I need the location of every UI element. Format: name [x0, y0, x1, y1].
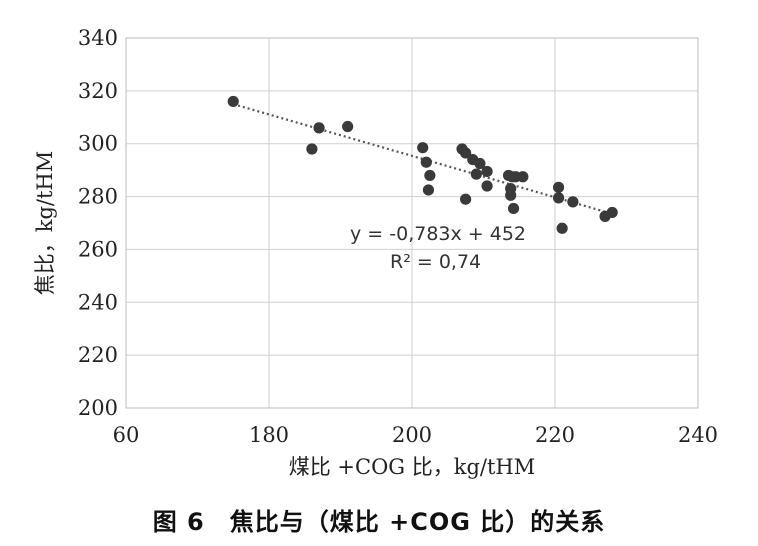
figure-caption: 图 6 焦比与（煤比 +COG 比）的关系	[0, 502, 758, 537]
data-point	[417, 142, 428, 153]
x-tick-label: 180	[249, 423, 289, 447]
y-axis: 200 220 240 260 280 300 320 340	[78, 26, 118, 420]
data-point	[553, 182, 564, 193]
x-axis: 60 180 200 220 240	[113, 423, 718, 447]
y-tick-label: 340	[78, 26, 118, 50]
x-tick-label: 200	[392, 423, 432, 447]
data-point	[505, 190, 516, 201]
x-tick-label: 240	[678, 423, 718, 447]
data-point	[424, 170, 435, 181]
data-point	[313, 122, 324, 133]
data-point	[306, 143, 317, 154]
y-axis-title: 焦比，kg/tHM	[33, 151, 57, 296]
equation-label: y = -0,783x + 452	[350, 223, 526, 245]
data-points	[228, 96, 618, 234]
data-point	[557, 223, 568, 234]
y-tick-label: 280	[78, 185, 118, 209]
x-tick-label: 220	[535, 423, 575, 447]
data-point	[228, 96, 239, 107]
r2-label: R² = 0,74	[390, 251, 481, 273]
data-point	[553, 192, 564, 203]
y-tick-label: 200	[78, 396, 118, 420]
y-tick-label: 240	[78, 290, 118, 314]
data-point	[481, 166, 492, 177]
x-tick-label: 60	[113, 423, 140, 447]
data-point	[460, 194, 471, 205]
y-tick-label: 260	[78, 237, 118, 261]
data-point	[423, 184, 434, 195]
x-axis-title: 煤比 +COG 比，kg/tHM	[289, 455, 536, 479]
data-point	[607, 207, 618, 218]
data-point	[481, 180, 492, 191]
data-point	[471, 169, 482, 180]
data-point	[421, 157, 432, 168]
y-tick-label: 220	[78, 343, 118, 367]
y-tick-label: 300	[78, 132, 118, 156]
data-point	[342, 121, 353, 132]
data-point	[567, 196, 578, 207]
y-tick-label: 320	[78, 79, 118, 103]
data-point	[508, 203, 519, 214]
data-point	[517, 171, 528, 182]
